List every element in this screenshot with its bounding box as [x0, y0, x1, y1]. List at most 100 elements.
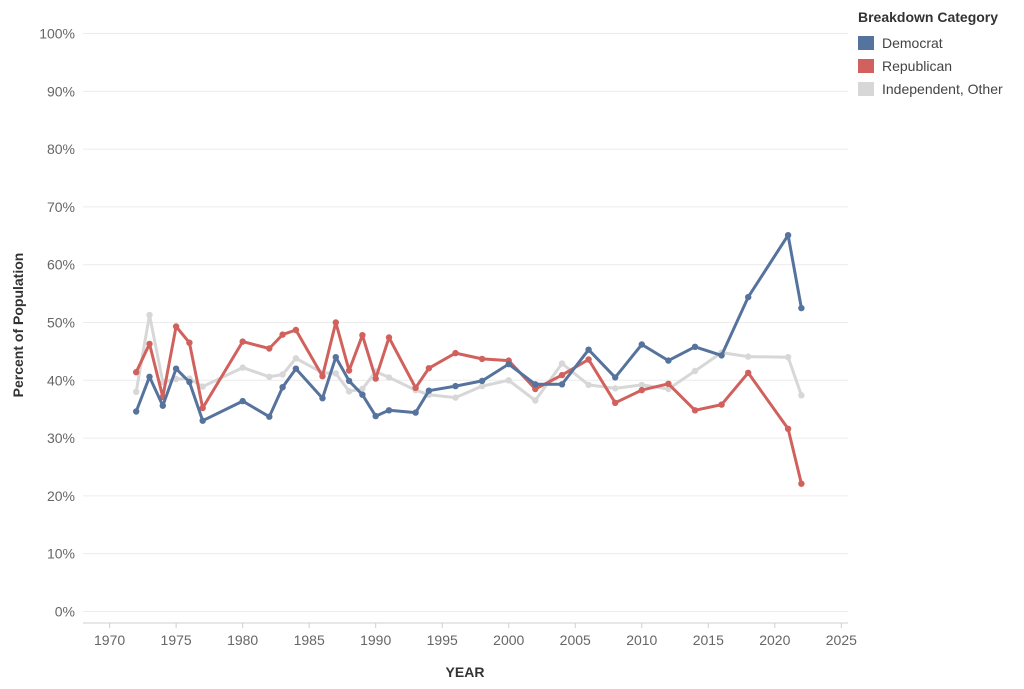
data-point-republican[interactable] [638, 386, 645, 394]
data-point-independent-other[interactable] [359, 385, 366, 393]
data-point-independent-other[interactable] [558, 360, 566, 367]
data-point-republican[interactable] [745, 369, 752, 376]
data-point-democrat[interactable] [585, 346, 592, 353]
data-point-republican[interactable] [186, 339, 193, 346]
data-point-democrat[interactable] [172, 365, 180, 372]
data-point-democrat[interactable] [638, 341, 645, 348]
data-point-democrat[interactable] [146, 373, 153, 380]
data-point-republican[interactable] [172, 323, 180, 330]
data-point-republican[interactable] [292, 326, 300, 334]
data-point-independent-other[interactable] [239, 364, 246, 371]
data-point-democrat[interactable] [532, 381, 539, 388]
data-point-republican[interactable] [146, 340, 153, 348]
data-point-republican[interactable] [784, 425, 792, 432]
data-point-republican[interactable] [133, 369, 140, 376]
series-lines [133, 232, 805, 487]
data-point-independent-other[interactable] [279, 371, 286, 378]
data-point-independent-other[interactable] [798, 392, 805, 399]
data-point-democrat[interactable] [505, 360, 512, 368]
data-point-republican[interactable] [266, 345, 273, 352]
data-point-democrat[interactable] [186, 378, 193, 386]
x-tick-label: 1975 [161, 632, 192, 648]
data-point-democrat[interactable] [612, 374, 619, 381]
data-point-democrat[interactable] [279, 384, 286, 391]
legend-item-republican[interactable]: Republican [858, 54, 1003, 77]
data-point-republican[interactable] [691, 407, 699, 414]
data-point-democrat[interactable] [665, 357, 672, 364]
data-point-independent-other[interactable] [478, 382, 486, 390]
data-point-independent-other[interactable] [146, 311, 153, 319]
data-point-republican[interactable] [478, 355, 486, 363]
data-point-independent-other[interactable] [292, 355, 300, 362]
data-point-independent-other[interactable] [745, 353, 752, 360]
y-tick-label: 0% [55, 603, 75, 619]
data-point-democrat[interactable] [745, 293, 752, 301]
data-point-independent-other[interactable] [784, 354, 792, 361]
data-point-independent-other[interactable] [505, 377, 512, 384]
data-point-republican[interactable] [345, 367, 353, 374]
x-tick-label: 1995 [427, 632, 458, 648]
y-tick-label: 100% [39, 26, 75, 42]
data-point-independent-other[interactable] [133, 388, 140, 395]
data-point-independent-other[interactable] [199, 383, 206, 390]
data-point-republican[interactable] [412, 384, 419, 391]
data-point-democrat[interactable] [319, 395, 326, 402]
data-point-democrat[interactable] [784, 232, 792, 239]
data-point-republican[interactable] [612, 399, 619, 406]
data-point-independent-other[interactable] [585, 381, 592, 389]
data-point-democrat[interactable] [425, 387, 433, 394]
data-point-democrat[interactable] [266, 413, 273, 420]
data-point-democrat[interactable] [133, 408, 140, 415]
data-point-democrat[interactable] [345, 377, 353, 385]
data-point-independent-other[interactable] [266, 373, 273, 380]
data-point-republican[interactable] [452, 349, 459, 357]
data-point-democrat[interactable] [385, 407, 393, 414]
data-point-democrat[interactable] [558, 381, 566, 388]
data-point-republican[interactable] [798, 480, 805, 487]
x-tick-label: 1990 [360, 632, 391, 648]
legend-title: Breakdown Category [858, 9, 999, 25]
data-point-independent-other[interactable] [452, 394, 459, 401]
data-point-independent-other[interactable] [691, 367, 699, 375]
data-point-republican[interactable] [332, 319, 339, 326]
data-point-democrat[interactable] [332, 354, 339, 361]
data-point-independent-other[interactable] [385, 374, 393, 381]
data-point-republican[interactable] [558, 371, 566, 379]
data-point-republican[interactable] [319, 373, 326, 380]
data-point-democrat[interactable] [239, 397, 246, 405]
data-point-democrat[interactable] [159, 402, 166, 409]
series-line-independent-other [134, 313, 803, 402]
series-republican [133, 319, 805, 487]
data-point-democrat[interactable] [478, 377, 486, 385]
data-point-independent-other[interactable] [532, 397, 539, 404]
data-point-democrat[interactable] [199, 417, 206, 424]
legend-item-democrat[interactable]: Democrat [858, 31, 1003, 54]
data-point-republican[interactable] [665, 380, 672, 387]
data-point-republican[interactable] [532, 385, 539, 393]
data-point-republican[interactable] [199, 404, 206, 412]
data-point-democrat[interactable] [372, 412, 379, 420]
data-point-republican[interactable] [359, 332, 366, 339]
data-point-republican[interactable] [279, 331, 286, 338]
data-point-republican[interactable] [585, 356, 592, 363]
data-point-democrat[interactable] [691, 343, 699, 350]
data-point-independent-other[interactable] [638, 381, 645, 389]
data-point-republican[interactable] [718, 401, 725, 408]
data-point-democrat[interactable] [718, 352, 725, 359]
data-point-democrat[interactable] [798, 304, 805, 312]
legend-swatch-republican [858, 58, 874, 73]
data-point-republican[interactable] [425, 365, 433, 372]
data-point-independent-other[interactable] [612, 385, 619, 392]
data-point-republican[interactable] [239, 338, 246, 345]
data-point-democrat[interactable] [452, 382, 459, 390]
data-point-republican[interactable] [385, 334, 393, 341]
y-tick-label: 50% [47, 315, 75, 331]
data-point-independent-other[interactable] [332, 370, 339, 377]
data-point-democrat[interactable] [412, 409, 419, 416]
data-point-independent-other[interactable] [345, 388, 353, 395]
data-point-republican[interactable] [372, 375, 379, 382]
data-point-democrat[interactable] [292, 365, 300, 372]
legend-item-independent-other[interactable]: Independent, Other [858, 77, 1003, 100]
data-point-democrat[interactable] [359, 391, 366, 398]
y-tick-label: 30% [47, 430, 75, 446]
